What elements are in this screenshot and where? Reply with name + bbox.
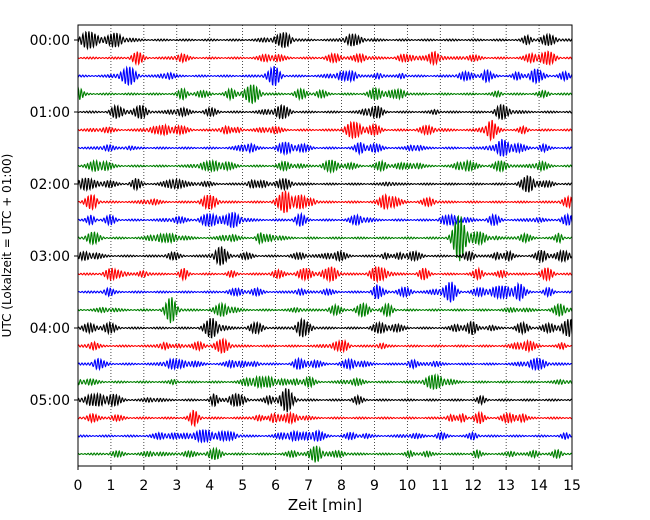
x-tick-label: 12 [464,478,482,494]
x-tick-label: 1 [106,478,115,494]
x-tick-label: 9 [370,478,379,494]
x-tick-label: 6 [271,478,280,494]
y-axis: 00:00 01:00 02:00 03:00 04:00 05:00 [30,33,78,409]
seismogram-trace [77,246,573,266]
seismogram-trace [77,266,573,284]
seismogram-trace [77,317,573,339]
seismogram-trace [77,158,573,175]
y-tick-label: 00:00 [30,33,70,49]
x-axis: 0 1 2 3 4 5 6 7 8 9 10 11 12 13 14 15 [74,466,581,494]
x-tick-label: 0 [74,478,83,494]
seismogram-trace [77,175,573,193]
x-tick-label: 14 [530,478,548,494]
x-tick-label: 13 [497,478,515,494]
seismogram-trace [77,356,573,372]
x-tick-label: 7 [304,478,313,494]
y-axis-label: UTC (Lokalzeit = UTC + 01:00) [0,154,14,338]
seismogram-trace [77,103,573,120]
seismogram-trace [77,84,573,105]
x-tick-label: 15 [563,478,581,494]
seismogram-trace [77,281,573,303]
seismogram-trace [77,428,573,444]
seismogram-trace [77,373,573,391]
seismogram-trace [77,138,573,157]
x-tick-label: 2 [139,478,148,494]
x-axis-label: Zeit [min] [288,496,362,514]
seismogram-trace [77,297,573,324]
x-tick-label: 10 [398,478,416,494]
y-tick-label: 04:00 [30,321,70,337]
y-tick-label: 05:00 [30,393,70,409]
x-tick-label: 8 [337,478,346,494]
x-tick-label: 5 [238,478,247,494]
traces-layer [77,30,573,463]
x-tick-label: 3 [172,478,181,494]
seismogram-trace [77,30,573,51]
x-tick-label: 4 [205,478,214,494]
seismogram-trace [77,211,573,229]
y-tick-label: 02:00 [30,177,70,193]
seismogram-trace [77,190,573,214]
seismogram-trace [77,409,573,428]
plot-frame [77,24,573,467]
seismogram-trace [77,119,573,142]
seismogram-trace [77,388,573,413]
seismogram-trace [77,337,573,355]
seismogram-trace [77,65,573,86]
seismogram-trace [77,445,573,463]
y-tick-label: 01:00 [30,105,70,121]
y-tick-label: 03:00 [30,249,70,265]
seismogram-trace [77,214,573,262]
x-tick-label: 11 [431,478,449,494]
seismogram-trace [77,50,573,67]
